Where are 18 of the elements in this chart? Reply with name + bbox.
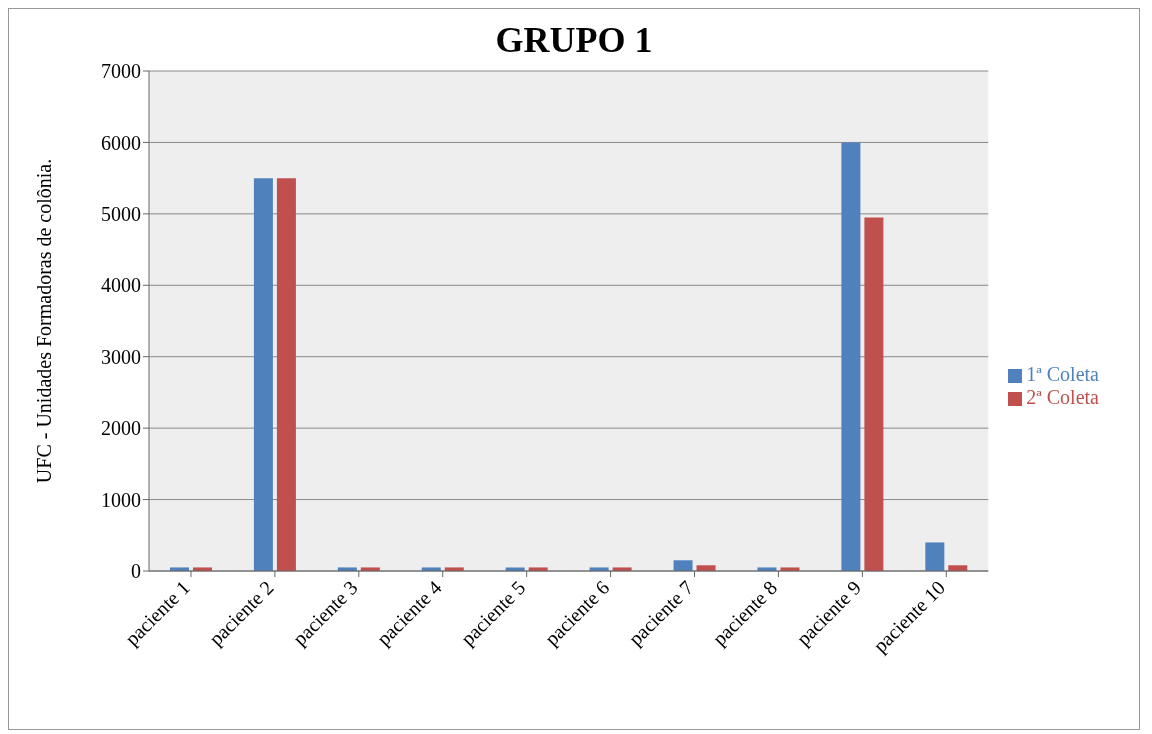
bar — [841, 142, 861, 571]
y-tick-label: 5000 — [101, 202, 141, 225]
y-tick-label: 1000 — [101, 488, 141, 511]
legend-label: 2ª Coleta — [1026, 386, 1099, 408]
y-tick-label: 0 — [131, 560, 141, 583]
y-tick-label: 6000 — [101, 131, 141, 154]
y-tick-label: 2000 — [101, 417, 141, 440]
y-tick-label: 7000 — [101, 60, 141, 83]
y-tick-label: 4000 — [101, 274, 141, 297]
bar — [253, 178, 273, 571]
legend-label: 1ª Coleta — [1026, 363, 1099, 385]
y-axis-title: UFC - Unidades Formadoras de colônia. — [33, 158, 56, 484]
chart-title: GRUPO 1 — [494, 19, 654, 61]
bar — [864, 217, 884, 571]
bar — [673, 560, 693, 571]
bar — [925, 542, 945, 571]
y-tick-label: 3000 — [101, 345, 141, 368]
bar — [276, 178, 296, 571]
